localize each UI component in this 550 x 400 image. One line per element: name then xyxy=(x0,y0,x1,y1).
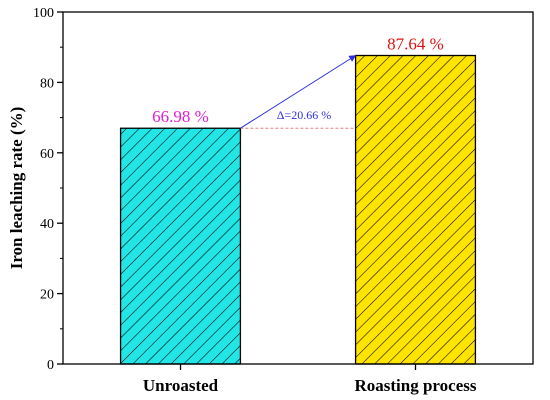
delta-annotation: Δ=20.66 % xyxy=(277,108,331,122)
x-tick-label: Roasting process xyxy=(355,376,477,395)
y-tick-label: 60 xyxy=(40,147,54,162)
bar-hatch-unroasted xyxy=(119,127,242,365)
x-tick-label: Unroasted xyxy=(143,376,219,395)
y-tick-label: 20 xyxy=(40,288,54,303)
y-tick-label: 100 xyxy=(33,6,54,21)
y-tick-label: 40 xyxy=(40,217,54,232)
y-axis-title: Iron leaching rate (%) xyxy=(7,107,26,270)
data-label-unroasted: 66.98 % xyxy=(152,107,209,126)
y-tick-label: 0 xyxy=(47,358,54,373)
data-label-roasting-process: 87.64 % xyxy=(387,35,444,54)
increase-arrow xyxy=(240,55,357,129)
bar-hatch-roasting-process xyxy=(354,54,477,365)
y-tick-label: 80 xyxy=(40,76,54,91)
